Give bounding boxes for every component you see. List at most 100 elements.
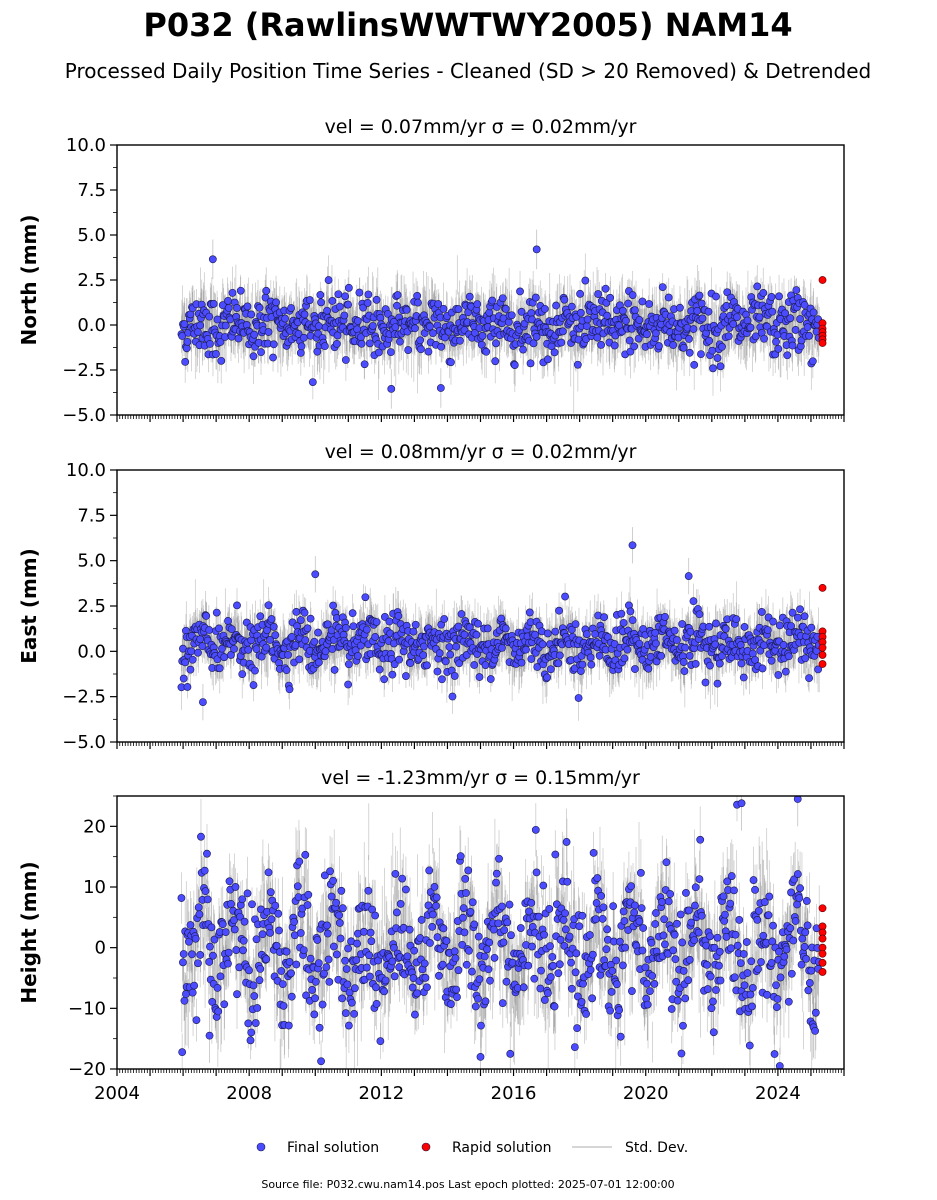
east-final-point [595, 651, 604, 660]
north-final-point [759, 288, 768, 297]
north-final-point [492, 339, 500, 348]
legend-stddev-label: Std. Dev. [625, 1140, 688, 1156]
height-final-point [462, 889, 470, 897]
east-final-point [551, 627, 560, 636]
east-final-point [807, 623, 816, 632]
east-final-point [380, 675, 389, 684]
north-final-point [716, 362, 725, 371]
height-final-point [500, 926, 509, 934]
height-final-point [661, 940, 669, 949]
east-final-point [685, 651, 694, 660]
east-final-point [631, 665, 639, 673]
height-final-point [480, 952, 489, 961]
north-final-point [763, 322, 771, 331]
height-final-point [248, 900, 256, 909]
height-final-point [178, 1048, 187, 1057]
height-final-point [231, 883, 240, 891]
height-final-point [726, 899, 735, 908]
height-final-point [221, 928, 230, 937]
height-final-point [326, 867, 334, 876]
east-final-point [385, 617, 394, 626]
north-final-point [437, 342, 446, 351]
height-final-point [764, 911, 773, 920]
height-final-point [486, 976, 494, 985]
north-final-point [447, 358, 455, 367]
north-final-point [264, 328, 273, 336]
north-final-point [196, 321, 205, 330]
north-final-point [178, 332, 187, 340]
height-final-point [203, 849, 211, 858]
height-final-point [471, 1002, 480, 1011]
height-final-point [666, 890, 675, 898]
height-final-point [341, 1009, 350, 1018]
height-final-point [746, 990, 755, 999]
height-final-point [194, 959, 202, 968]
height-final-point [451, 954, 460, 963]
height-final-point [546, 973, 555, 981]
height-final-point [275, 926, 283, 935]
north-final-point [482, 347, 491, 356]
height-final-point [372, 999, 381, 1008]
east-final-point [757, 608, 766, 616]
east-final-point [238, 670, 247, 679]
east-final-point [251, 666, 259, 675]
height-final-point [432, 893, 441, 902]
height-final-point [255, 976, 264, 985]
east-final-point [610, 640, 619, 648]
north-final-point [576, 289, 584, 298]
height-final-point [262, 955, 271, 964]
height-final-point [743, 969, 752, 977]
height-final-point [612, 956, 621, 965]
east-final-point [635, 639, 644, 648]
east-final-point [483, 624, 492, 633]
east-final-point [438, 675, 446, 684]
height-final-point [506, 1049, 515, 1058]
east-final-point [448, 692, 457, 701]
north-final-point [630, 342, 639, 351]
height-final-point [322, 963, 331, 972]
height-final-point [559, 916, 568, 924]
height-final-point [591, 915, 600, 924]
height-final-point [598, 914, 607, 923]
height-final-point [790, 875, 798, 884]
height-final-point [413, 989, 422, 998]
east-final-point [805, 674, 813, 683]
east-final-point [269, 622, 278, 631]
east-final-point [196, 635, 205, 644]
figure-subtitle: Processed Daily Position Time Series - C… [65, 59, 871, 83]
height-final-point [430, 883, 439, 891]
north-final-point [287, 304, 295, 312]
height-final-point [561, 925, 570, 934]
figure-title: P032 (RawlinsWWTWY2005) NAM14 [143, 6, 792, 44]
east-final-point [814, 665, 822, 674]
height-final-point [295, 857, 304, 866]
north-final-point [473, 300, 482, 309]
height-final-point [582, 1010, 591, 1018]
east-final-point [300, 608, 309, 617]
height-final-point [364, 886, 373, 895]
height-final-point [736, 959, 745, 967]
east-final-point [227, 625, 236, 634]
height-final-point [266, 888, 275, 897]
height-final-point [753, 916, 762, 924]
height-final-point [549, 961, 557, 970]
height-final-point [555, 960, 564, 969]
north-final-point [685, 335, 693, 343]
height-final-point [588, 950, 597, 959]
north-y-tick-label: 2.5 [77, 270, 106, 291]
north-final-point [753, 282, 762, 291]
height-final-point [684, 976, 693, 985]
height-final-point [730, 973, 739, 982]
north-final-point [507, 311, 516, 320]
height-final-point [615, 937, 624, 946]
height-final-point [483, 945, 491, 954]
height-final-point [456, 852, 465, 861]
north-final-point [332, 339, 341, 348]
east-final-point [774, 671, 783, 679]
height-final-point [748, 984, 757, 992]
east-final-point [301, 636, 310, 645]
height-final-point [306, 954, 315, 963]
height-final-point [619, 907, 628, 916]
east-final-point [498, 644, 506, 652]
east-final-point [554, 659, 563, 668]
